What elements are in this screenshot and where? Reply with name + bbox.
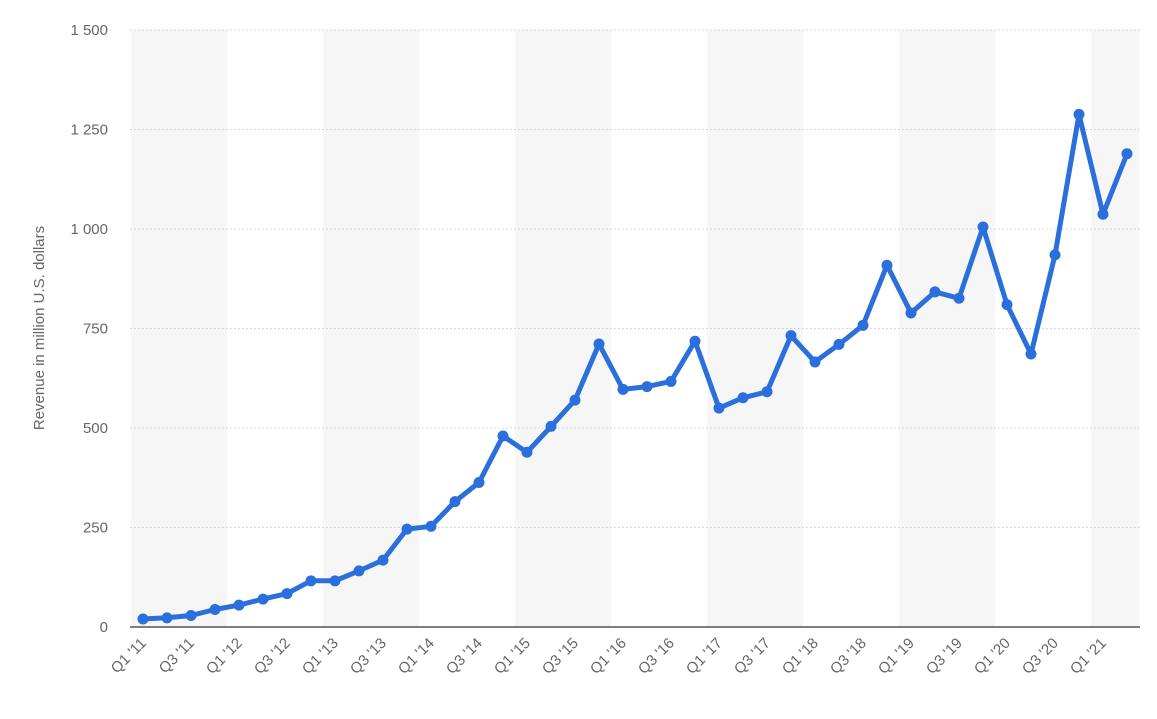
data-point <box>713 402 725 414</box>
data-point <box>1049 249 1061 261</box>
data-point <box>953 292 965 304</box>
x-tick-label: Q1 '12 <box>203 635 246 678</box>
x-tick-label: Q1 '21 <box>1067 635 1110 678</box>
data-point <box>1073 108 1085 120</box>
y-tick-label: 1 000 <box>70 221 108 238</box>
data-point <box>185 609 197 621</box>
x-tick-label: Q1 '13 <box>299 635 342 678</box>
data-point <box>617 383 629 395</box>
data-point <box>881 259 893 271</box>
x-tick-label: Q1 '19 <box>875 635 918 678</box>
x-tick-label: Q3 '12 <box>251 635 294 678</box>
revenue-series <box>137 108 1133 625</box>
data-point <box>257 593 269 605</box>
data-point <box>641 381 653 393</box>
x-axis-tick-labels: Q1 '11 Q3 '11 Q1 '12 Q3 '12 Q1 '13 Q3 '13 Q1 '… <box>108 635 1110 678</box>
data-point <box>761 386 773 398</box>
data-point <box>233 599 245 611</box>
data-point <box>161 612 173 624</box>
data-point <box>281 588 293 600</box>
y-axis-tick-labels: 0 250 500 750 1 000 1 250 1 500 <box>70 22 108 636</box>
x-tick-label: Q3 '20 <box>1019 635 1062 678</box>
data-point <box>329 575 341 587</box>
x-tick-label: Q3 '18 <box>827 635 870 678</box>
y-tick-label: 1 250 <box>70 122 108 139</box>
horizontal-gridlines <box>130 29 1140 528</box>
data-point <box>665 375 677 387</box>
y-tick-label: 500 <box>83 420 108 437</box>
data-point <box>545 420 557 432</box>
data-point <box>569 394 581 406</box>
x-tick-label: Q1 '11 <box>108 635 150 677</box>
data-point <box>401 523 413 535</box>
data-point <box>425 520 437 532</box>
y-tick-label: 750 <box>83 321 108 338</box>
data-point <box>209 603 221 615</box>
data-point <box>305 575 317 587</box>
data-point <box>977 221 989 233</box>
x-tick-label: Q3 '14 <box>443 635 486 678</box>
x-tick-label: Q3 '13 <box>347 635 390 678</box>
x-tick-label: Q1 '20 <box>971 635 1014 678</box>
y-axis-title: Revenue in million U.S. dollars <box>31 226 48 430</box>
data-point <box>137 613 149 625</box>
data-point <box>353 565 365 577</box>
data-point <box>1001 299 1013 311</box>
x-tick-label: Q1 '14 <box>395 635 438 678</box>
data-point <box>1097 208 1109 220</box>
x-tick-label: Q1 '16 <box>587 635 630 678</box>
x-tick-label: Q1 '15 <box>491 635 534 678</box>
data-point <box>809 356 821 368</box>
data-point <box>1025 348 1037 360</box>
x-tick-label: Q3 '19 <box>923 635 966 678</box>
data-point <box>833 338 845 350</box>
x-tick-label: Q3 '11 <box>156 635 198 677</box>
x-tick-label: Q3 '16 <box>635 635 678 678</box>
data-point <box>377 554 389 566</box>
data-point <box>905 307 917 319</box>
data-point <box>857 319 869 331</box>
x-tick-label: Q1 '17 <box>683 635 726 678</box>
data-point <box>473 477 485 489</box>
y-tick-label: 1 500 <box>70 22 108 39</box>
data-point <box>785 330 797 342</box>
data-point <box>737 392 749 404</box>
data-point <box>593 338 605 350</box>
y-tick-label: 0 <box>100 619 108 636</box>
x-tick-label: Q3 '15 <box>539 635 582 678</box>
data-point <box>449 496 461 508</box>
data-point <box>689 335 701 347</box>
data-point <box>929 286 941 298</box>
x-tick-label: Q3 '17 <box>731 635 774 678</box>
data-point <box>521 446 533 458</box>
x-tick-label: Q1 '18 <box>779 635 822 678</box>
data-point <box>497 430 509 442</box>
y-tick-label: 250 <box>83 520 108 537</box>
data-point <box>1121 148 1133 160</box>
